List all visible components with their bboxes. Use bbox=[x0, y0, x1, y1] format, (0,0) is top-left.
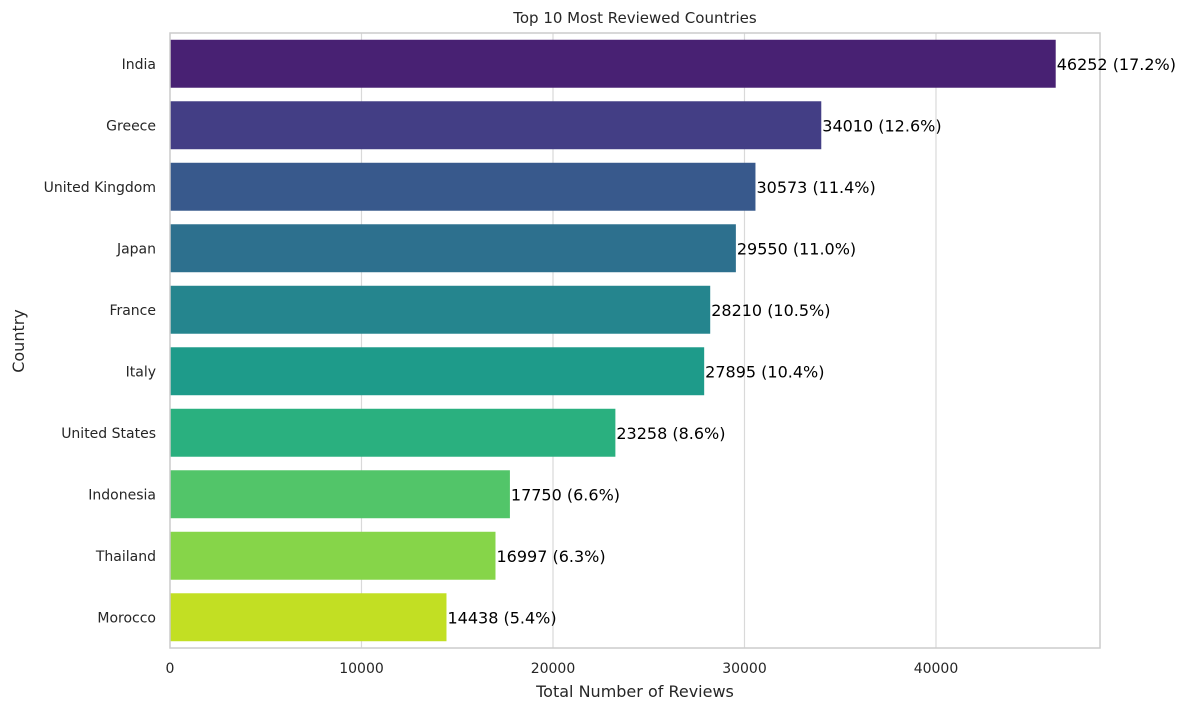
bar-thailand bbox=[170, 531, 496, 580]
bar-japan bbox=[170, 224, 736, 273]
bar-indonesia bbox=[170, 470, 510, 519]
data-labels: 46252 (17.2%) 34010 (12.6%) 30573 (11.4%) 2… bbox=[447, 55, 1176, 628]
x-tick-label: 30000 bbox=[722, 661, 767, 677]
bar-greece bbox=[170, 101, 822, 150]
data-label: 16997 (6.3%) bbox=[496, 547, 605, 566]
y-tick-label: Morocco bbox=[97, 610, 156, 626]
data-label: 28210 (10.5%) bbox=[711, 301, 830, 320]
y-tick-label: Greece bbox=[106, 118, 156, 134]
x-axis-label: Total Number of Reviews bbox=[535, 682, 734, 701]
y-tick-label: Japan bbox=[116, 241, 156, 257]
y-tick-label: United States bbox=[61, 426, 156, 442]
y-tick-label: India bbox=[122, 57, 156, 73]
x-tick-label: 0 bbox=[166, 661, 175, 677]
data-label: 46252 (17.2%) bbox=[1057, 55, 1176, 74]
x-tick-labels: 0 10000 20000 30000 40000 bbox=[166, 661, 959, 677]
y-tick-label: United Kingdom bbox=[44, 180, 156, 196]
bar-united-states bbox=[170, 408, 616, 457]
data-label: 27895 (10.4%) bbox=[705, 362, 824, 381]
bar-france bbox=[170, 285, 711, 334]
data-label: 34010 (12.6%) bbox=[822, 116, 941, 135]
y-tick-label: Indonesia bbox=[88, 487, 156, 503]
bar-italy bbox=[170, 347, 705, 396]
y-tick-label: Thailand bbox=[95, 549, 156, 565]
chart-title: Top 10 Most Reviewed Countries bbox=[512, 9, 757, 27]
data-label: 30573 (11.4%) bbox=[756, 178, 875, 197]
x-tick-label: 40000 bbox=[914, 661, 959, 677]
data-label: 29550 (11.0%) bbox=[737, 239, 856, 258]
bars bbox=[170, 39, 1056, 642]
y-tick-label: France bbox=[109, 303, 156, 319]
x-tick-label: 20000 bbox=[531, 661, 576, 677]
plot-frame bbox=[169, 32, 1101, 649]
bar-india bbox=[170, 39, 1056, 88]
data-label: 23258 (8.6%) bbox=[616, 424, 725, 443]
bar-morocco bbox=[170, 593, 447, 642]
data-label: 14438 (5.4%) bbox=[447, 608, 556, 627]
bar-united-kingdom bbox=[170, 162, 756, 211]
y-axis-label: Country bbox=[9, 309, 28, 373]
data-label: 17750 (6.6%) bbox=[511, 485, 620, 504]
y-tick-labels: India Greece United Kingdom Japan France Ital… bbox=[44, 57, 156, 627]
y-tick-label: Italy bbox=[126, 364, 156, 380]
x-tick-label: 10000 bbox=[339, 661, 384, 677]
